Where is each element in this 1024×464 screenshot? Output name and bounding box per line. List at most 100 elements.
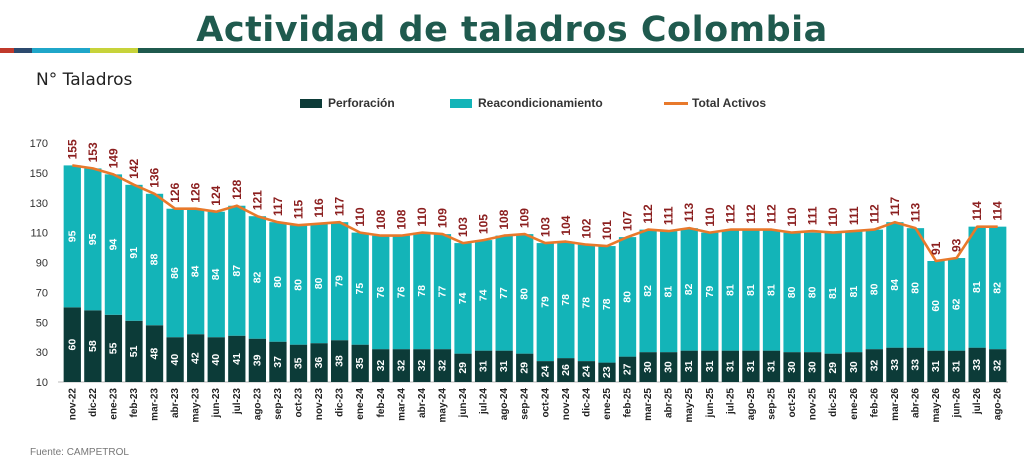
bar-perforacion	[474, 350, 493, 382]
data-label-reacondicionamiento: 78	[601, 298, 613, 310]
bar-reacondicionamiento	[433, 234, 452, 350]
x-tick-label: jul-23	[232, 388, 243, 416]
data-label-reacondicionamiento: 82	[642, 285, 654, 297]
data-label-total-activos: 110	[353, 207, 367, 227]
data-label-reacondicionamiento: 78	[560, 294, 572, 306]
data-label-perforacion: 30	[807, 361, 819, 373]
data-label-reacondicionamiento: 95	[66, 230, 78, 242]
x-tick-label: sep-25	[767, 388, 778, 420]
data-label-total-activos: 109	[518, 208, 532, 228]
data-label-total-activos: 103	[538, 217, 552, 237]
x-tick-label: sep-23	[273, 388, 284, 420]
data-label-reacondicionamiento: 80	[786, 286, 798, 298]
bar-reacondicionamiento	[865, 229, 883, 350]
data-label-reacondicionamiento: 80	[909, 282, 921, 294]
data-label-total-activos: 104	[559, 215, 573, 235]
x-tick-label: jun-24	[458, 388, 469, 419]
x-tick-label: sep-24	[520, 388, 531, 420]
total-activos-line	[72, 164, 998, 263]
x-tick-label: may-23	[191, 388, 202, 423]
bar-reacondicionamiento	[618, 237, 637, 357]
x-tick-label: ago-25	[746, 388, 757, 421]
data-label-perforacion: 30	[642, 361, 654, 373]
data-label-reacondicionamiento: 60	[930, 300, 942, 312]
y-tick-label: 150	[30, 168, 48, 180]
bar-perforacion	[495, 350, 513, 382]
data-label-total-activos: 110	[415, 207, 429, 227]
bar-reacondicionamiento	[187, 208, 205, 335]
bar-reacondicionamiento	[742, 229, 760, 351]
data-label-perforacion: 51	[128, 345, 140, 357]
data-label-reacondicionamiento: 77	[498, 287, 510, 299]
x-tick-label: oct-25	[787, 388, 798, 418]
data-label-total-activos: 142	[127, 158, 141, 178]
data-label-perforacion: 29	[827, 362, 839, 374]
bar-reacondicionamiento	[845, 231, 863, 353]
bar-reacondicionamiento	[104, 174, 123, 315]
data-label-total-activos: 93	[950, 238, 964, 252]
data-label-total-activos: 126	[168, 182, 182, 202]
bar-perforacion	[660, 352, 678, 382]
data-label-reacondicionamiento: 81	[766, 284, 778, 296]
bar-perforacion	[783, 352, 801, 382]
bar-reacondicionamiento	[392, 235, 410, 350]
legend-label-total-activos: Total Activos	[692, 96, 767, 110]
bar-perforacion	[145, 325, 164, 382]
bar-perforacion	[927, 350, 945, 382]
data-label-perforacion: 48	[149, 348, 161, 360]
bar-reacondicionamiento	[372, 235, 390, 350]
data-label-total-activos: 153	[86, 142, 100, 162]
bar-perforacion	[721, 350, 740, 382]
data-label-perforacion: 36	[313, 357, 325, 369]
data-label-total-activos: 102	[579, 218, 593, 238]
bar-perforacion	[248, 338, 267, 382]
data-label-perforacion: 29	[519, 362, 531, 374]
data-label-perforacion: 31	[478, 360, 490, 372]
x-tick-label: nov-23	[314, 388, 325, 421]
data-label-reacondicionamiento: 80	[313, 277, 325, 289]
x-tick-label: oct-24	[540, 388, 551, 418]
bar-reacondicionamiento	[968, 226, 986, 348]
data-label-reacondicionamiento: 74	[457, 292, 469, 304]
data-label-perforacion: 42	[190, 352, 202, 364]
data-label-perforacion: 31	[683, 360, 695, 372]
x-tick-label: ene-26	[849, 388, 860, 420]
data-label-total-activos: 112	[867, 204, 881, 224]
data-label-perforacion: 32	[868, 360, 880, 372]
x-tick-label: nov-24	[561, 388, 572, 421]
data-label-perforacion: 33	[971, 359, 983, 371]
data-label-total-activos: 121	[250, 190, 264, 210]
bar-reacondicionamiento	[803, 232, 822, 353]
decorative-stripe-green	[138, 48, 1024, 53]
data-label-reacondicionamiento: 81	[971, 281, 983, 293]
bar-reacondicionamiento	[413, 232, 431, 350]
data-label-total-activos: 128	[230, 179, 244, 199]
x-tick-label: feb-24	[376, 388, 387, 418]
data-label-total-activos: 111	[806, 206, 820, 225]
bar-reacondicionamiento	[454, 243, 472, 354]
data-label-perforacion: 55	[107, 342, 119, 354]
bar-perforacion	[680, 350, 698, 382]
data-label-reacondicionamiento: 81	[724, 284, 736, 296]
chart-title: Actividad de taladros Colombia	[196, 10, 828, 50]
x-tick-label: dic-22	[88, 388, 99, 417]
bar-reacondicionamiento	[516, 234, 534, 354]
bar-reacondicionamiento	[577, 244, 596, 362]
data-label-total-activos: 91	[929, 241, 943, 255]
x-tick-label: ene-23	[108, 388, 119, 420]
data-label-perforacion: 24	[539, 366, 551, 378]
data-label-perforacion: 29	[457, 362, 469, 374]
data-label-total-activos: 112	[723, 204, 737, 224]
bar-reacondicionamiento	[783, 232, 801, 353]
bar-perforacion	[166, 337, 184, 382]
x-tick-label: mar-24	[396, 388, 407, 421]
x-tick-label: may-26	[931, 388, 942, 423]
data-label-reacondicionamiento: 81	[663, 286, 675, 298]
bar-perforacion	[351, 344, 369, 382]
bar-reacondicionamiento	[63, 165, 81, 308]
data-label-reacondicionamiento: 78	[416, 285, 428, 297]
bar-perforacion	[536, 361, 554, 382]
data-label-total-activos: 108	[394, 209, 408, 229]
data-label-reacondicionamiento: 86	[169, 267, 181, 279]
data-label-total-activos: 110	[826, 207, 840, 227]
